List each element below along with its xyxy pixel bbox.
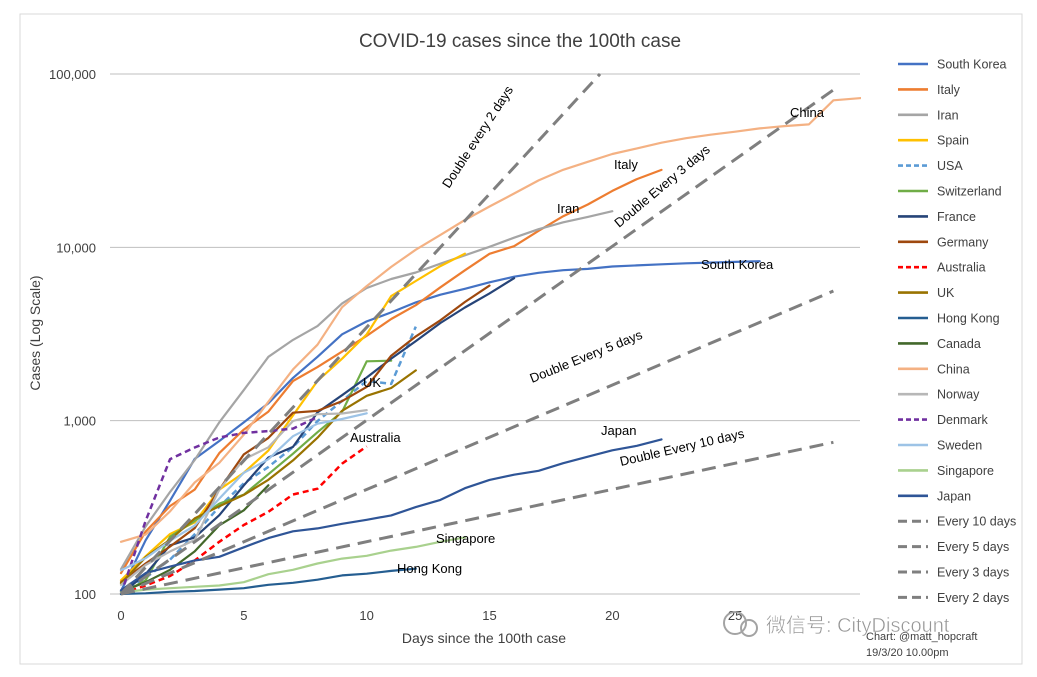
- legend-label-every-5-days: Every 5 days: [937, 540, 1009, 554]
- series-line-iran: [119, 210, 614, 571]
- series-lines: [119, 72, 861, 596]
- y-tick-label: 10,000: [56, 240, 96, 255]
- series-line-hong-kong: [119, 567, 417, 596]
- legend-label-singapore: Singapore: [937, 464, 994, 478]
- legend-label-canada: Canada: [937, 337, 981, 351]
- legend-label-italy: Italy: [937, 83, 961, 97]
- end-label-italy: Italy: [614, 157, 638, 172]
- legend-label-australia: Australia: [937, 261, 986, 275]
- legend-label-usa: USA: [937, 159, 963, 173]
- end-label-usa: UK: [363, 375, 381, 390]
- series-line-denmark: [119, 415, 319, 595]
- series-line-every-2-days: [119, 72, 602, 596]
- series-line-sweden: [119, 412, 368, 572]
- end-label-south-korea: South Korea: [701, 257, 774, 272]
- x-tick-label: 15: [482, 608, 496, 623]
- series-line-germany: [119, 284, 491, 584]
- series-line-singapore: [119, 536, 466, 594]
- legend-label-every-2-days: Every 2 days: [937, 591, 1009, 605]
- series-line-every-5-days: [120, 289, 834, 596]
- end-label-iran: Iran: [557, 201, 579, 216]
- x-tick-label: 25: [728, 608, 742, 623]
- legend-label-every-3-days: Every 3 days: [937, 566, 1009, 580]
- legend-label-norway: Norway: [937, 388, 980, 402]
- legend-label-south-korea: South Korea: [937, 58, 1007, 72]
- end-label-singapore: Singapore: [436, 531, 495, 546]
- series-line-every-3-days: [120, 88, 835, 596]
- series-line-italy: [119, 168, 663, 575]
- x-tick-label: 20: [605, 608, 619, 623]
- legend-label-china: China: [937, 362, 970, 376]
- watermark: 微信号: CityDiscount: [723, 611, 950, 637]
- x-tick-label: 10: [359, 608, 373, 623]
- series-line-japan: [119, 438, 663, 592]
- x-tick-label: 0: [117, 608, 124, 623]
- series-line-australia: [120, 445, 368, 596]
- legend-label-iran: Iran: [937, 108, 959, 122]
- y-tick-label: 100,000: [49, 67, 96, 82]
- y-tick-label: 1,000: [63, 414, 96, 429]
- series-line-china: [119, 96, 861, 543]
- y-axis-label: Cases (Log Scale): [27, 275, 43, 390]
- series-line-every-10-days: [120, 440, 834, 596]
- legend-label-germany: Germany: [937, 235, 989, 249]
- date-annotation: 19/3/20 10.00pm: [866, 647, 949, 659]
- legend-label-every-10-days: Every 10 days: [937, 515, 1016, 529]
- legend-label-japan: Japan: [937, 489, 971, 503]
- chart-title: COVID-19 cases since the 100th case: [359, 31, 681, 52]
- legend-label-spain: Spain: [937, 134, 969, 148]
- legend-label-denmark: Denmark: [937, 413, 988, 427]
- end-label-australia: Australia: [350, 430, 401, 445]
- x-axis-label: Days since the 100th case: [402, 630, 566, 646]
- y-tick-labels: 100 1,000 10,000 100,000: [49, 67, 96, 602]
- legend-label-france: France: [937, 210, 976, 224]
- legend-label-hong-kong: Hong Kong: [937, 312, 1000, 326]
- legend-label-sweden: Sweden: [937, 439, 982, 453]
- series-line-usa: [120, 326, 417, 596]
- end-label-china: China: [790, 105, 825, 120]
- x-tick-label: 5: [240, 608, 247, 623]
- legend: South Korea Italy Iran Spain USA Switzerland F…: [898, 58, 1016, 605]
- end-label-japan: Japan: [601, 423, 636, 438]
- legend-label-uk: UK: [937, 286, 955, 300]
- credit-annotation: Chart: @matt_hopcraft: [866, 631, 977, 643]
- series-line-france: [119, 277, 516, 596]
- y-tick-label: 100: [74, 587, 96, 602]
- watermark-text: 微信号: CityDiscount: [766, 614, 950, 637]
- legend-label-switzerland: Switzerland: [937, 185, 1002, 199]
- end-label-hong-kong: Hong Kong: [397, 561, 462, 576]
